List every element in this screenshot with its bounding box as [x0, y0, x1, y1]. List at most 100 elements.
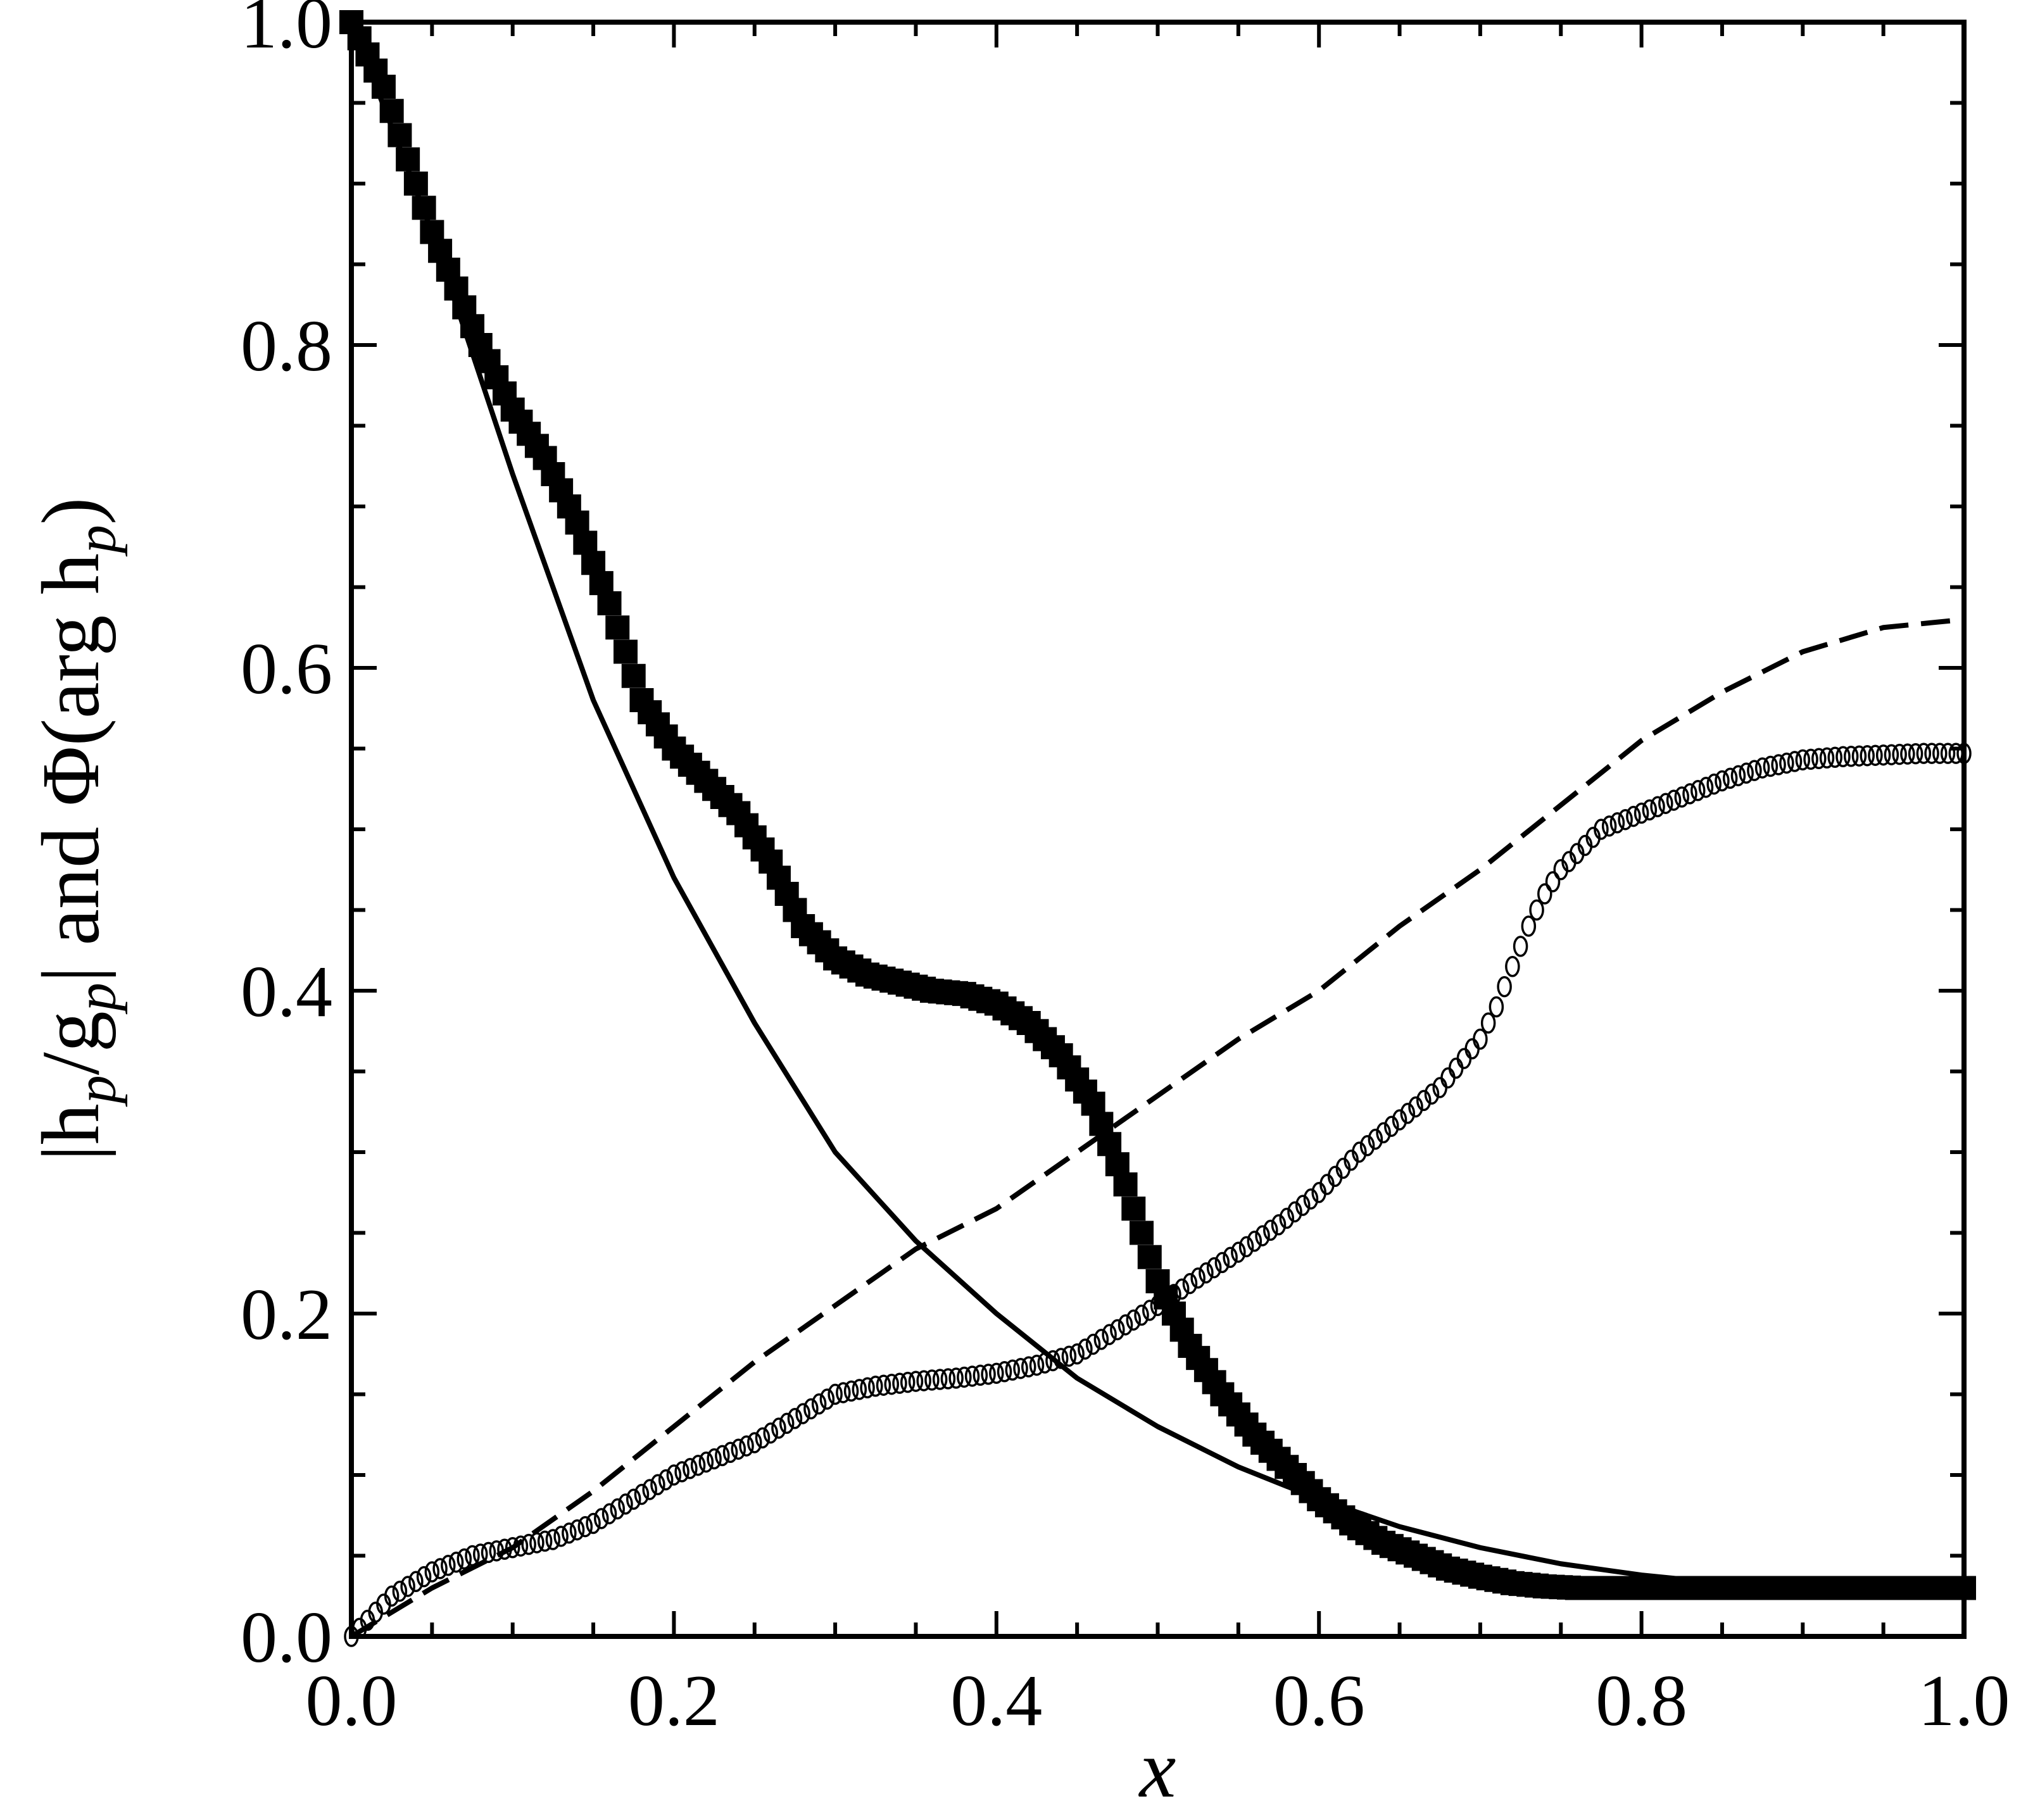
- circle-marker: [1303, 1188, 1319, 1210]
- circle-marker: [1102, 1324, 1117, 1345]
- circle-marker: [1271, 1214, 1287, 1236]
- circle-marker: [683, 1458, 698, 1479]
- circle-marker: [1940, 743, 1956, 764]
- circle-marker: [666, 1464, 682, 1486]
- circle-marker: [529, 1532, 545, 1553]
- circle-marker: [1134, 1304, 1149, 1326]
- plot-frame: [349, 20, 1967, 1639]
- square-marker: [1130, 1221, 1154, 1245]
- circle-marker: [674, 1461, 689, 1483]
- circle-marker: [973, 1364, 988, 1386]
- circle-marker: [1400, 1103, 1416, 1124]
- circle-marker: [1626, 805, 1641, 827]
- circle-marker: [1609, 812, 1625, 834]
- circle-marker: [1384, 1115, 1399, 1137]
- square-marker: [565, 510, 589, 535]
- square-marker: [1121, 1196, 1146, 1221]
- axis-ticks: [349, 20, 1966, 1638]
- circle-marker: [1166, 1284, 1181, 1305]
- circle-marker: [1811, 748, 1827, 770]
- circle-marker: [722, 1441, 738, 1464]
- circle-marker: [836, 1382, 851, 1403]
- circle-marker: [1263, 1219, 1278, 1241]
- circle-marker: [634, 1483, 650, 1505]
- circle-marker: [473, 1543, 488, 1565]
- circle-marker: [456, 1548, 472, 1570]
- circle-marker: [642, 1479, 657, 1500]
- x-axis-label: x: [1138, 1724, 1176, 1815]
- circle-marker: [1295, 1195, 1311, 1216]
- circle-marker: [1803, 748, 1818, 770]
- circle-marker: [1932, 743, 1948, 764]
- circle-marker: [650, 1474, 665, 1496]
- circle-marker: [981, 1364, 996, 1385]
- circle-marker: [997, 1361, 1012, 1383]
- circle-marker: [1037, 1352, 1052, 1374]
- circle-marker: [1424, 1083, 1440, 1105]
- circle-marker: [1860, 744, 1875, 767]
- circle-marker: [1682, 783, 1697, 805]
- circle-marker: [1771, 754, 1786, 775]
- circle-marker: [1464, 1038, 1480, 1060]
- circle-marker: [1754, 757, 1770, 779]
- square-marker: [581, 551, 606, 575]
- square-marker: [1081, 1091, 1105, 1116]
- circle-marker: [384, 1585, 400, 1607]
- circle-marker: [1763, 755, 1779, 777]
- circle-marker: [819, 1388, 835, 1410]
- circle-marker: [1843, 745, 1859, 767]
- circle-marker: [1021, 1356, 1036, 1378]
- circle-marker: [505, 1537, 520, 1559]
- circle-marker: [1497, 976, 1512, 998]
- x-tick-label: 0.4: [950, 1660, 1042, 1742]
- circle-marker: [1255, 1225, 1270, 1246]
- circle-marker: [1359, 1135, 1375, 1157]
- circle-marker: [586, 1512, 601, 1534]
- circle-marker: [1851, 745, 1867, 767]
- circle-marker: [1093, 1329, 1109, 1350]
- circle-marker: [1206, 1257, 1222, 1279]
- circle-marker: [1658, 793, 1673, 814]
- x-tick-label: 0.2: [628, 1660, 720, 1742]
- circle-marker: [618, 1493, 633, 1515]
- y-tick-label: 1.0: [241, 0, 332, 64]
- circle-marker: [1819, 747, 1835, 769]
- circle-marker: [964, 1365, 980, 1387]
- circle-marker: [811, 1393, 827, 1415]
- x-tick-label: 0.8: [1596, 1660, 1687, 1742]
- circle-marker: [1287, 1201, 1302, 1223]
- circle-marker: [1722, 767, 1738, 789]
- circle-marker: [465, 1545, 480, 1567]
- circle-marker: [1706, 773, 1722, 795]
- circle-marker: [1666, 789, 1682, 811]
- circle-marker: [1069, 1343, 1085, 1365]
- circle-marker: [868, 1376, 883, 1397]
- circle-marker: [1698, 776, 1714, 798]
- circle-marker: [424, 1561, 440, 1583]
- circle-marker: [400, 1576, 415, 1597]
- circle-marker: [1392, 1109, 1407, 1131]
- circle-marker: [1875, 744, 1891, 766]
- y-axis-label: |hp/gp| and Φ(arg hp): [25, 498, 128, 1162]
- y-tick-label: 0.2: [241, 1274, 332, 1355]
- circle-marker: [1529, 899, 1544, 921]
- circle-marker: [1779, 752, 1794, 774]
- circle-marker: [569, 1519, 585, 1541]
- circle-marker: [1214, 1252, 1230, 1274]
- circle-marker: [432, 1558, 448, 1579]
- circle-marker: [1182, 1272, 1198, 1295]
- circle-marker: [690, 1454, 706, 1476]
- circle-marker: [747, 1432, 762, 1453]
- circle-marker: [1642, 799, 1658, 821]
- x-tick-labels: 0.0 0.2 0.4 0.6 0.8 1.0: [306, 1660, 2010, 1742]
- circle-marker: [408, 1571, 424, 1593]
- circle-marker: [1480, 1012, 1496, 1034]
- y-axis-label-part: /g: [25, 1011, 116, 1075]
- circle-marker: [1690, 780, 1706, 801]
- circle-marker: [852, 1379, 867, 1400]
- circle-marker: [1118, 1314, 1133, 1336]
- circle-marker: [1045, 1350, 1061, 1372]
- y-axis-label-subscript: p: [65, 982, 128, 1015]
- circle-marker: [1674, 786, 1690, 808]
- circle-marker: [537, 1530, 553, 1552]
